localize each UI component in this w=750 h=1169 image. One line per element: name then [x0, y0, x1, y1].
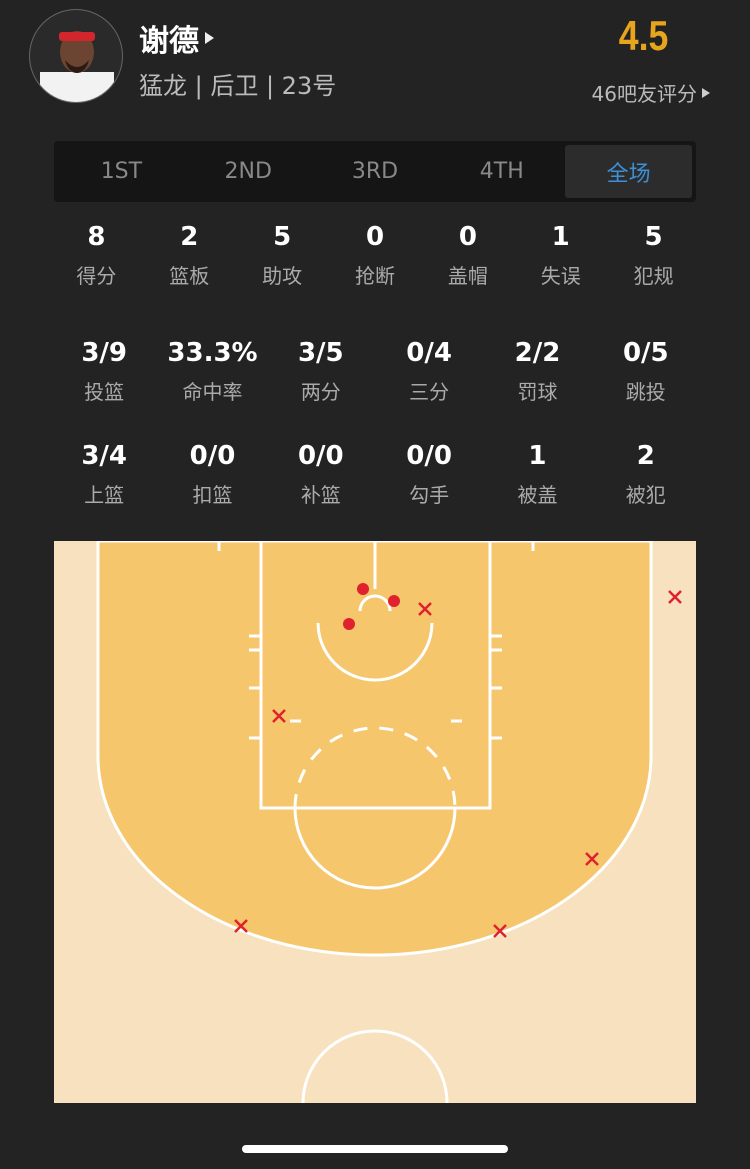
- center-circle: [301, 1029, 449, 1104]
- player-rating: 4.5: [618, 12, 668, 59]
- stat-label: 扣篮: [192, 483, 233, 507]
- stat-item: 1 失误: [514, 222, 607, 289]
- stat-item: 3/9 投篮: [50, 338, 158, 405]
- tab-4th[interactable]: 4TH: [479, 159, 524, 184]
- stat-value: 3/4: [81, 441, 127, 471]
- missed-shot-marker: [234, 919, 248, 933]
- stat-label: 篮板: [169, 264, 210, 288]
- period-tabs: 1ST 2ND 3RD 4TH 全场: [54, 141, 696, 202]
- tab-full-game[interactable]: 全场: [565, 145, 692, 198]
- stat-label: 失误: [540, 264, 581, 288]
- stat-label: 上篮: [84, 483, 125, 507]
- free-throw-circle-top: [293, 726, 457, 809]
- stat-value: 2/2: [514, 338, 561, 368]
- hoop: [358, 594, 392, 612]
- stat-item: 1 被盖: [483, 441, 591, 508]
- stat-value: 2: [636, 441, 655, 471]
- stat-value: 0/0: [406, 441, 452, 471]
- arrow-right-icon: [702, 87, 710, 98]
- stat-value: 1: [528, 441, 547, 471]
- stat-item: 0/5 跳投: [592, 338, 700, 405]
- stat-label: 跳投: [625, 380, 666, 404]
- tab-3rd[interactable]: 3RD: [351, 159, 399, 184]
- stat-label: 补篮: [300, 483, 341, 507]
- stat-item: 5 犯规: [607, 222, 700, 289]
- stat-item: 0/0 补篮: [267, 441, 375, 508]
- player-name[interactable]: 谢德: [139, 16, 214, 60]
- shooting-stats-row: 3/9 投篮 33.3% 命中率 3/5 两分 0/4 三分 2/2 罚球 0/5 跳投: [50, 338, 700, 405]
- stat-value: 0/0: [297, 441, 344, 471]
- stat-value: 1: [551, 222, 570, 252]
- stat-label: 罚球: [517, 380, 558, 404]
- stat-label: 被盖: [517, 483, 558, 507]
- stat-label: 投篮: [84, 380, 125, 404]
- stat-item: 0 抢断: [329, 222, 422, 289]
- stat-value: 2: [180, 222, 199, 252]
- player-photo-icon: [40, 31, 114, 102]
- player-info: 猛龙 | 后卫 | 23号: [139, 72, 337, 100]
- stat-value: 3/9: [81, 338, 127, 368]
- tab-2nd[interactable]: 2ND: [224, 159, 272, 184]
- stat-item: 0/0 勾手: [375, 441, 483, 508]
- shot-type-stats-row: 3/4 上篮 0/0 扣篮 0/0 补篮 0/0 勾手 1 被盖 2 被犯: [50, 441, 700, 508]
- shot-chart: [54, 536, 696, 1104]
- stat-value: 3/5: [297, 338, 344, 368]
- court-diagram: [96, 536, 682, 1104]
- stat-value: 8: [87, 222, 106, 252]
- stat-value: 0: [365, 222, 385, 252]
- stat-item: 2/2 罚球: [483, 338, 591, 405]
- stat-item: 0 盖帽: [421, 222, 514, 289]
- stat-value: 5: [273, 222, 292, 252]
- stat-label: 命中率: [182, 380, 243, 404]
- stat-value: 0/4: [406, 338, 452, 368]
- missed-shot-marker: [668, 590, 682, 604]
- stat-value: 0/5: [622, 338, 669, 368]
- stat-label: 得分: [76, 264, 117, 288]
- made-shot-marker: [388, 595, 400, 607]
- stat-item: 3/4 上篮: [50, 441, 158, 508]
- stat-item: 5 助攻: [236, 222, 329, 289]
- arrow-right-icon: [205, 32, 214, 44]
- restricted-area: [316, 622, 434, 682]
- rating-count-link[interactable]: 46吧友评分: [592, 78, 710, 107]
- stat-label: 犯规: [633, 264, 674, 288]
- stat-label: 三分: [409, 380, 450, 404]
- three-point-area: [96, 539, 653, 957]
- stat-item: 2 被犯: [592, 441, 700, 508]
- missed-shot-marker: [493, 924, 507, 938]
- made-shot-marker: [357, 583, 369, 595]
- missed-shot-marker: [272, 709, 286, 723]
- home-indicator[interactable]: [242, 1145, 508, 1153]
- stat-item: 2 篮板: [143, 222, 236, 289]
- stat-label: 盖帽: [447, 264, 488, 288]
- stat-item: 3/5 两分: [267, 338, 375, 405]
- basic-stats-row: 8 得分 2 篮板 5 助攻 0 抢断 0 盖帽 1 失误 5 犯规: [50, 222, 700, 289]
- stat-item: 0/4 三分: [375, 338, 483, 405]
- stat-label: 抢断: [355, 264, 395, 288]
- tab-1st[interactable]: 1ST: [100, 159, 143, 184]
- stat-item: 8 得分: [50, 222, 143, 289]
- player-avatar[interactable]: [29, 9, 123, 103]
- stat-item: 0/0 扣篮: [158, 441, 266, 508]
- missed-shot-marker: [418, 602, 432, 616]
- made-shot-marker: [343, 618, 355, 630]
- stat-label: 助攻: [262, 264, 303, 288]
- missed-shot-marker: [585, 852, 599, 866]
- stat-value: 0: [458, 222, 477, 252]
- stat-value: 5: [644, 222, 663, 252]
- stat-label: 被犯: [625, 483, 666, 507]
- stat-label: 勾手: [409, 483, 450, 507]
- stat-value: 0/0: [189, 441, 236, 471]
- stat-value: 33.3%: [167, 338, 258, 368]
- stat-label: 两分: [300, 380, 341, 404]
- free-throw-circle-bottom: [293, 807, 457, 890]
- stat-item: 33.3% 命中率: [158, 338, 266, 405]
